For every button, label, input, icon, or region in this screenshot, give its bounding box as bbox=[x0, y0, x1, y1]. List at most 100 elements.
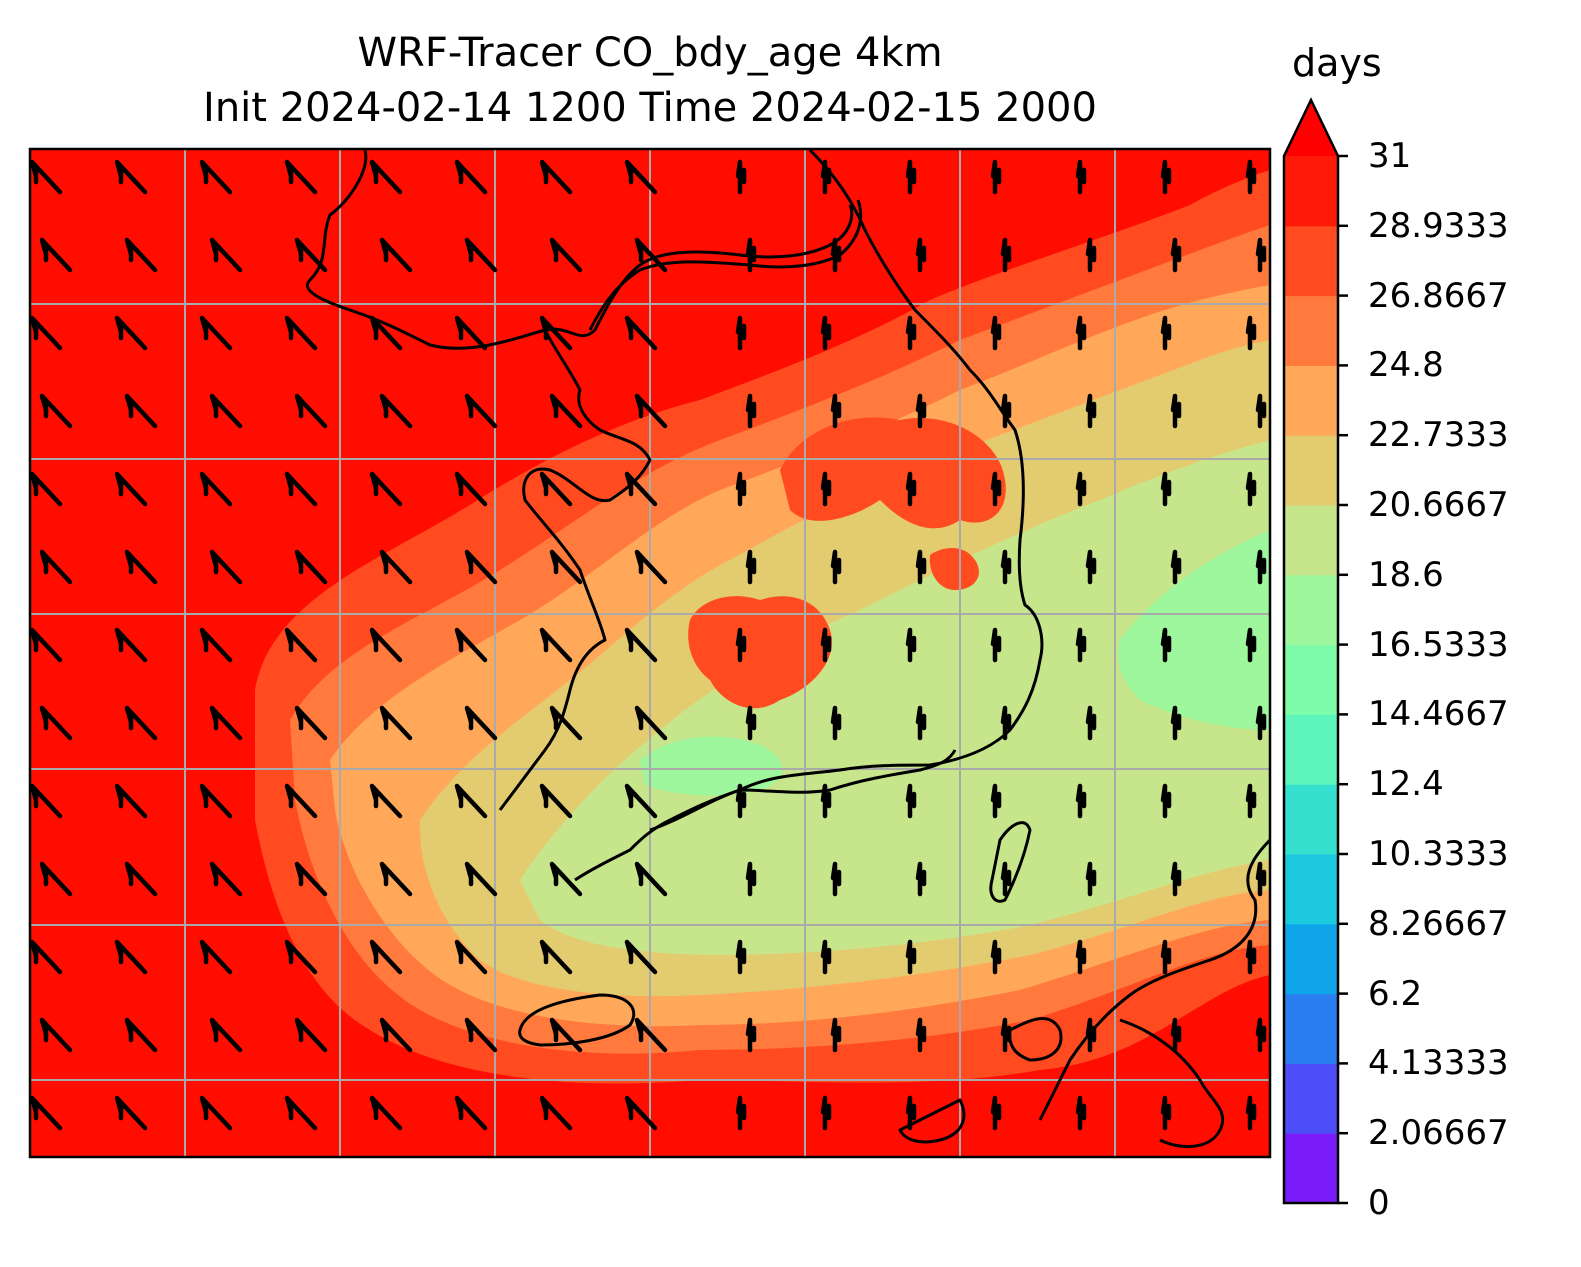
wind-barb bbox=[745, 549, 757, 585]
wind-barb bbox=[1075, 1095, 1087, 1131]
wind-barb bbox=[745, 861, 757, 897]
wind-barb bbox=[820, 783, 832, 819]
wind-barb bbox=[454, 315, 488, 351]
wind-barb bbox=[114, 627, 148, 663]
wind-barb bbox=[735, 159, 747, 195]
wind-barb bbox=[745, 705, 757, 741]
wind-barb bbox=[209, 549, 243, 585]
wind-barb bbox=[284, 315, 318, 351]
contour-patch-east bbox=[929, 548, 979, 590]
wind-barb bbox=[30, 783, 63, 819]
wind-barb bbox=[624, 1095, 658, 1131]
wind-barb bbox=[549, 1017, 583, 1053]
colorbar-tick-label: 4.13333 bbox=[1368, 1043, 1509, 1084]
wind-barb bbox=[124, 549, 158, 585]
wind-barb bbox=[39, 237, 73, 273]
wind-barb bbox=[464, 549, 498, 585]
wind-barb bbox=[1085, 549, 1097, 585]
wind-barb bbox=[634, 705, 668, 741]
wind-barb bbox=[820, 1095, 832, 1131]
wind-barb bbox=[294, 393, 328, 429]
wind-barb bbox=[39, 549, 73, 585]
wind-barb bbox=[1245, 159, 1257, 195]
wind-barb bbox=[294, 861, 328, 897]
wind-barb bbox=[284, 939, 318, 975]
colorbar-tick-label: 22.7333 bbox=[1368, 415, 1509, 456]
wind-barb bbox=[1000, 237, 1012, 273]
wind-barb bbox=[379, 237, 413, 273]
wind-barb bbox=[1075, 783, 1087, 819]
wind-barb bbox=[369, 627, 403, 663]
wind-barb bbox=[990, 159, 1002, 195]
colorbar-tick-label: 14.4667 bbox=[1368, 694, 1509, 735]
island-tsushima bbox=[989, 821, 1032, 903]
wind-barb bbox=[820, 159, 832, 195]
wind-barb bbox=[624, 939, 658, 975]
wind-barb bbox=[549, 393, 583, 429]
coast-china-east bbox=[498, 329, 652, 811]
colorbar-tick-label: 8.26667 bbox=[1368, 903, 1509, 944]
wind-barb bbox=[735, 627, 747, 663]
wind-barb bbox=[464, 1017, 498, 1053]
wind-barb bbox=[114, 315, 148, 351]
wind-barb bbox=[1000, 1017, 1012, 1053]
coast-japan-hondo bbox=[1008, 1016, 1063, 1062]
wind-barb bbox=[915, 1017, 927, 1053]
wind-barb bbox=[379, 393, 413, 429]
colorbar-segment bbox=[1284, 225, 1338, 297]
wind-barb bbox=[830, 393, 842, 429]
wind-barb bbox=[634, 393, 668, 429]
wind-barb bbox=[915, 705, 927, 741]
wind-barb bbox=[990, 1095, 1002, 1131]
wind-barb bbox=[454, 159, 488, 195]
coast-japan-kyushu bbox=[1038, 838, 1270, 1121]
wind-barb bbox=[199, 627, 233, 663]
wind-barb bbox=[735, 315, 747, 351]
wind-barb bbox=[1160, 471, 1172, 507]
colorbar-segment bbox=[1284, 644, 1338, 715]
wind-barb bbox=[199, 159, 233, 195]
wind-barb bbox=[1085, 393, 1097, 429]
wind-barb bbox=[39, 393, 73, 429]
wind-barb bbox=[1255, 861, 1267, 897]
colorbar-tick-label: 10.3333 bbox=[1368, 834, 1509, 874]
map-frame bbox=[28, 147, 1272, 1159]
coast-korea-south bbox=[649, 749, 957, 832]
wind-barb bbox=[1170, 1017, 1182, 1053]
wind-barb bbox=[830, 549, 842, 585]
wind-barb bbox=[124, 705, 158, 741]
map-subtitle: Init 2024-02-14 1200 Time 2024-02-15 200… bbox=[203, 85, 1097, 131]
wind-barb bbox=[209, 1017, 243, 1053]
wind-barb bbox=[990, 471, 1002, 507]
colorbar-outline bbox=[1282, 97, 1340, 1205]
wind-barb bbox=[1245, 939, 1257, 975]
wind-barb bbox=[1255, 393, 1267, 429]
wind-barb bbox=[1085, 237, 1097, 273]
wind-barb bbox=[634, 549, 668, 585]
coast-japan-lower bbox=[898, 1098, 966, 1144]
colorbar-tick-label: 26.8667 bbox=[1368, 275, 1509, 316]
wind-barb bbox=[209, 237, 243, 273]
wind-barb bbox=[284, 471, 318, 507]
wind-barb bbox=[39, 861, 73, 897]
wind-barb bbox=[379, 861, 413, 897]
wind-barb bbox=[294, 237, 328, 273]
wind-barb bbox=[990, 783, 1002, 819]
wind-barb bbox=[830, 237, 842, 273]
colorbar-unit-label: days bbox=[1292, 41, 1382, 85]
colorbar-segment bbox=[1284, 1133, 1338, 1204]
island-jeju bbox=[518, 993, 636, 1047]
wind-barb bbox=[624, 783, 658, 819]
wind-barb bbox=[1160, 159, 1172, 195]
wind-barb bbox=[915, 861, 927, 897]
contour-band-17-patch bbox=[640, 736, 783, 796]
wind-barb bbox=[549, 549, 583, 585]
wind-barb bbox=[830, 861, 842, 897]
wind-barb bbox=[30, 1095, 63, 1131]
colorbar-segment bbox=[1284, 295, 1338, 366]
wind-barb bbox=[1075, 471, 1087, 507]
wind-barb bbox=[1000, 549, 1012, 585]
wind-barb bbox=[124, 861, 158, 897]
colorbar-segment bbox=[1284, 1063, 1338, 1134]
wind-barb bbox=[735, 471, 747, 507]
